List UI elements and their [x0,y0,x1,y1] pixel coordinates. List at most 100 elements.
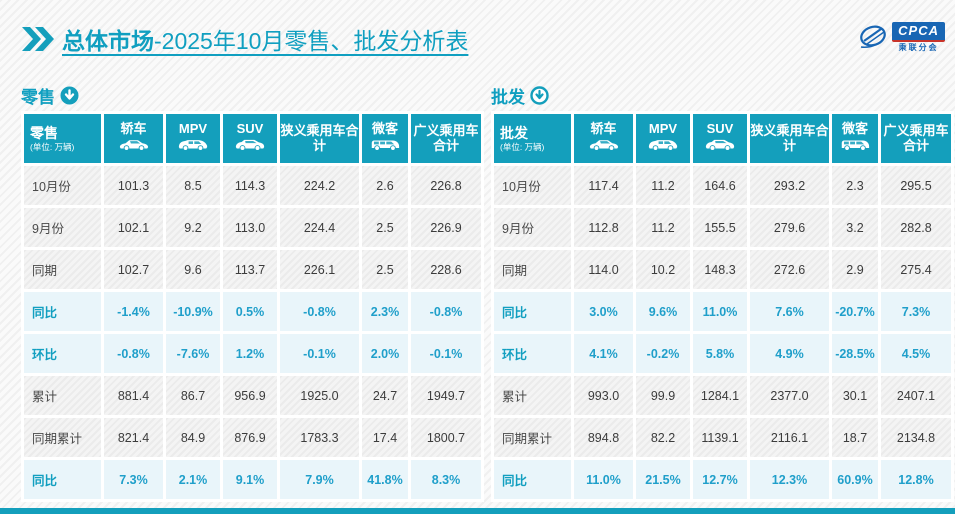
data-cell: 4.1% [574,334,633,373]
data-cell: 5.8% [693,334,747,373]
data-cell: 11.2 [636,166,690,205]
retail-section: 零售 零售 (单位: 万辆) 轿车 MPV SUV 狭义乘用车合计 微客 广义乘用车合计 10月… [21,82,484,502]
column-header: MPV [166,114,220,163]
data-cell: 18.7 [832,418,878,457]
data-cell: 102.7 [104,250,163,289]
row-label: 同比 [24,292,101,331]
data-cell: 99.9 [636,376,690,415]
data-cell: 1284.1 [693,376,747,415]
data-cell: -7.6% [166,334,220,373]
row-label: 环比 [494,334,571,373]
row-label: 9月份 [494,208,571,247]
data-cell: -0.8% [411,292,481,331]
data-cell: 4.5% [881,334,951,373]
data-cell: 2.1% [166,460,220,499]
data-cell: 224.2 [280,166,359,205]
row-label: 累计 [494,376,571,415]
data-cell: 993.0 [574,376,633,415]
table-title-cell: 零售 (单位: 万辆) [24,114,101,163]
row-label: 9月份 [24,208,101,247]
download-arrow-filled-icon [60,86,79,105]
data-cell: 226.8 [411,166,481,205]
data-cell: 21.5% [636,460,690,499]
table-row: 9月份 102.1 9.2 113.0 224.4 2.5 226.9 [24,208,481,247]
data-cell: 148.3 [693,250,747,289]
row-label: 环比 [24,334,101,373]
table-row: 同比 7.3% 2.1% 9.1% 7.9% 41.8% 8.3% [24,460,481,499]
column-header: 狭义乘用车合计 [280,114,359,163]
page-title: 总体市场-2025年10月零售、批发分析表 [62,22,468,56]
column-header: 微客 [362,114,408,163]
wholesale-table: 批发 (单位: 万辆) 轿车 MPV SUV 狭义乘用车合计 微客 广义乘用车合计 10月份 11… [491,111,954,502]
data-cell: 4.9% [750,334,829,373]
data-cell: 102.1 [104,208,163,247]
data-cell: 293.2 [750,166,829,205]
mpv-icon [636,138,690,155]
data-cell: -10.9% [166,292,220,331]
row-label: 10月份 [494,166,571,205]
page-title-prefix: 总体市场 [62,28,154,54]
data-cell: 2116.1 [750,418,829,457]
data-cell: 1800.7 [411,418,481,457]
data-cell: 7.9% [280,460,359,499]
data-cell: 82.2 [636,418,690,457]
wholesale-section-title: 批发 [491,87,525,107]
data-cell: 2.5 [362,208,408,247]
data-cell: 24.7 [362,376,408,415]
mpv-icon [166,138,220,155]
data-cell: 9.6 [166,250,220,289]
row-label: 同比 [494,460,571,499]
data-cell: 12.3% [750,460,829,499]
microvan-icon [832,138,878,155]
data-cell: 11.0% [693,292,747,331]
data-cell: 282.8 [881,208,951,247]
data-cell: 155.5 [693,208,747,247]
data-cell: 1783.3 [280,418,359,457]
column-header: 狭义乘用车合计 [750,114,829,163]
data-cell: 1.2% [223,334,277,373]
data-cell: 894.8 [574,418,633,457]
data-cell: 1925.0 [280,376,359,415]
data-cell: 112.8 [574,208,633,247]
data-cell: 9.6% [636,292,690,331]
data-cell: 295.5 [881,166,951,205]
data-cell: 7.3% [881,292,951,331]
column-header: 广义乘用车合计 [411,114,481,163]
data-cell: 226.1 [280,250,359,289]
data-cell: 60.9% [832,460,878,499]
data-cell: 3.0% [574,292,633,331]
data-cell: 11.0% [574,460,633,499]
table-row: 同比 3.0% 9.6% 11.0% 7.6% -20.7% 7.3% [494,292,951,331]
data-cell: 2.3% [362,292,408,331]
data-cell: 2134.8 [881,418,951,457]
data-cell: 3.2 [832,208,878,247]
table-row: 10月份 101.3 8.5 114.3 224.2 2.6 226.8 [24,166,481,205]
table-row: 同期累计 894.8 82.2 1139.1 2116.1 18.7 2134.8 [494,418,951,457]
sedan-icon [574,138,633,155]
data-cell: 2.5 [362,250,408,289]
header: 总体市场-2025年10月零售、批发分析表 CPCA 乘联分会 [22,22,945,56]
data-cell: 117.4 [574,166,633,205]
data-cell: 113.7 [223,250,277,289]
row-label: 同期累计 [494,418,571,457]
data-cell: 279.6 [750,208,829,247]
data-cell: 12.8% [881,460,951,499]
table-row: 同比 11.0% 21.5% 12.7% 12.3% 60.9% 12.8% [494,460,951,499]
data-cell: 7.6% [750,292,829,331]
table-row: 累计 993.0 99.9 1284.1 2377.0 30.1 2407.1 [494,376,951,415]
column-header: 轿车 [104,114,163,163]
column-header: SUV [223,114,277,163]
data-cell: 84.9 [166,418,220,457]
data-cell: 0.5% [223,292,277,331]
data-cell: 8.3% [411,460,481,499]
data-cell: -0.8% [280,292,359,331]
header-row: 批发 (单位: 万辆) 轿车 MPV SUV 狭义乘用车合计 微客 广义乘用车合计 [494,114,951,163]
data-cell: 12.7% [693,460,747,499]
row-label: 同期 [24,250,101,289]
row-label: 10月份 [24,166,101,205]
table-row: 同比 -1.4% -10.9% 0.5% -0.8% 2.3% -0.8% [24,292,481,331]
data-cell: 1139.1 [693,418,747,457]
data-cell: 1949.7 [411,376,481,415]
column-header: 微客 [832,114,878,163]
wholesale-section-label: 批发 [491,82,948,108]
